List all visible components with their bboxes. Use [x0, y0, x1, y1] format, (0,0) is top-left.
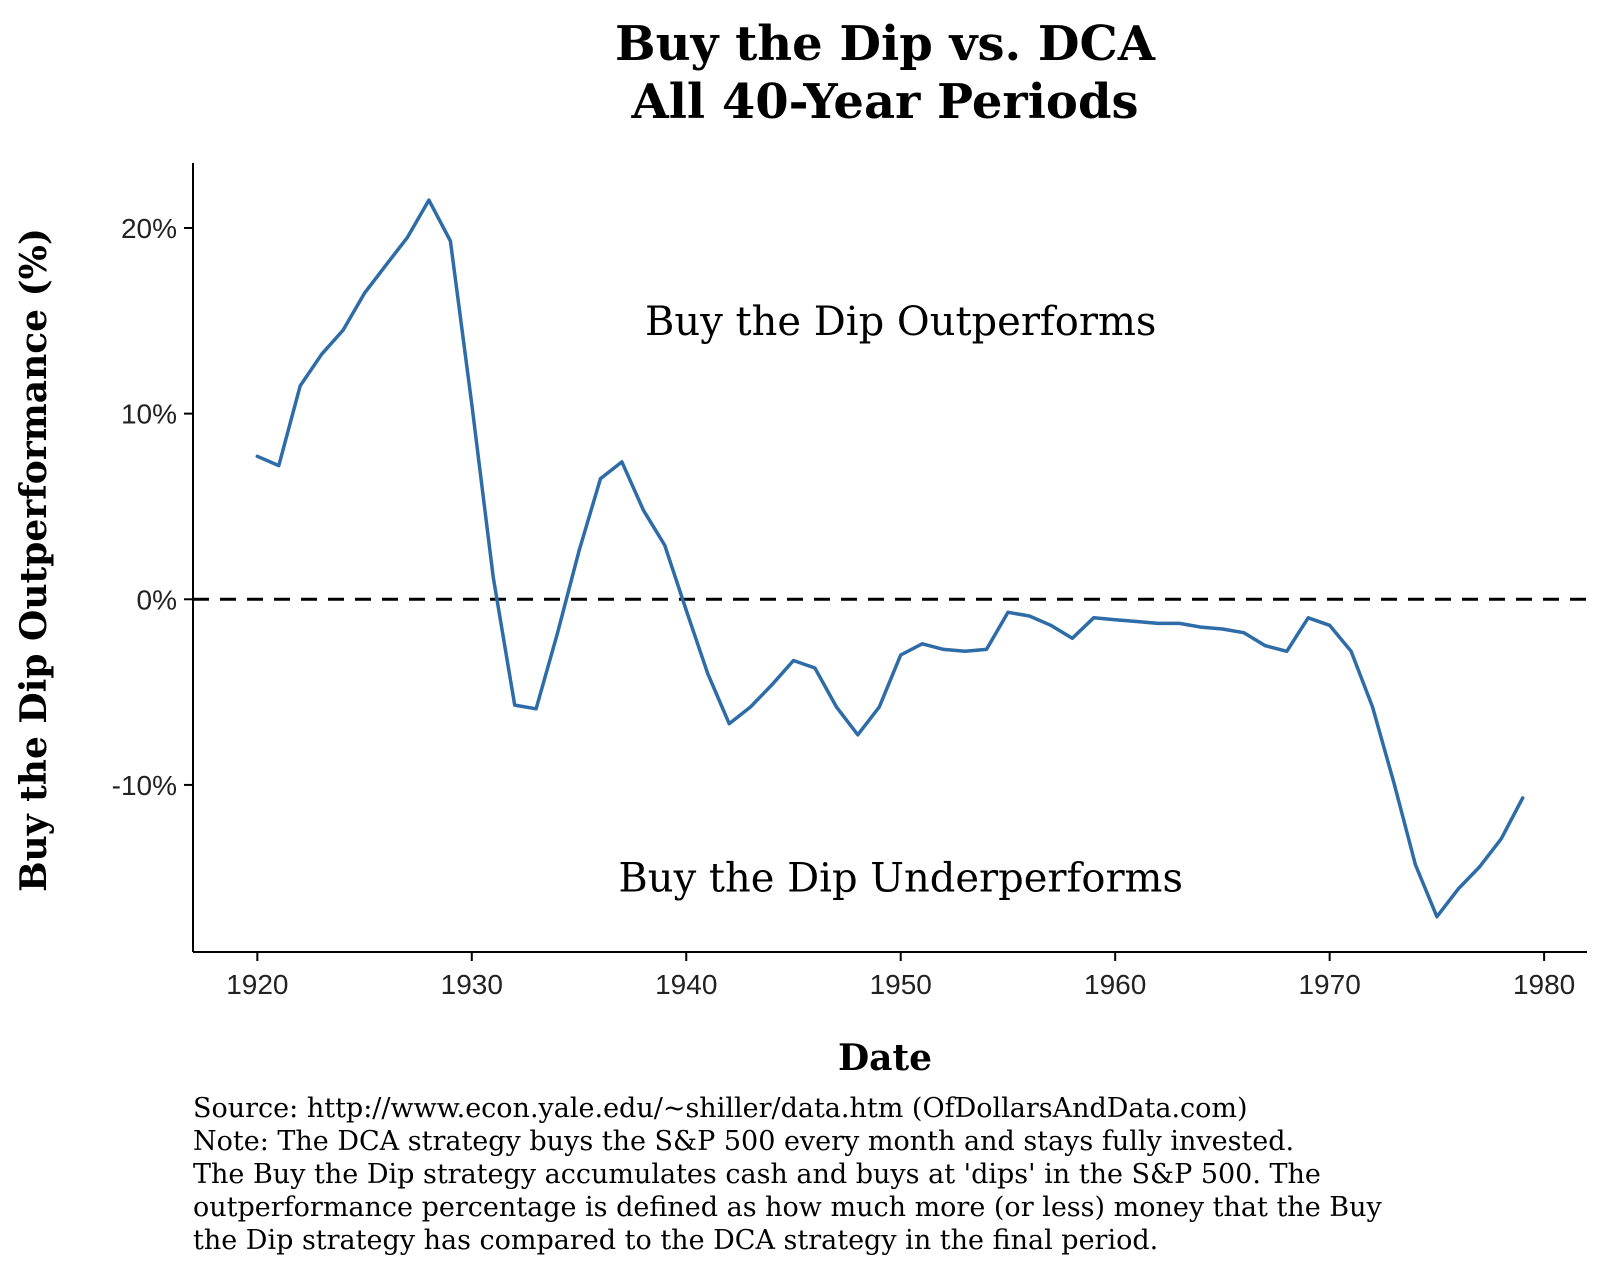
data-point	[1456, 887, 1460, 891]
data-point	[1199, 625, 1203, 629]
data-point	[1006, 610, 1010, 614]
y-tick-label: -10%	[112, 770, 177, 801]
data-point	[1285, 649, 1289, 653]
footer-line-1: Source: http://www.econ.yale.edu/~shille…	[193, 1093, 1248, 1124]
data-point	[277, 464, 281, 468]
data-point	[727, 722, 731, 726]
data-point	[749, 705, 753, 709]
data-point	[1392, 781, 1396, 785]
series-line	[255, 198, 1525, 919]
data-point	[1027, 614, 1031, 618]
data-point	[1263, 644, 1267, 648]
data-point	[577, 549, 581, 553]
data-point	[1413, 863, 1417, 867]
data-point	[620, 460, 624, 464]
data-point	[899, 653, 903, 657]
axes: 20% 10% 0% -10% 1920 1930 1940 1950 1960 1970 1980	[112, 163, 1587, 1000]
data-point	[684, 608, 688, 612]
data-point	[1092, 616, 1096, 620]
data-point	[599, 477, 602, 481]
annotation-outperforms: Buy the Dip Outperforms	[645, 299, 1156, 345]
footer-note: Source: http://www.econ.yale.edu/~shille…	[193, 1093, 1382, 1256]
data-point	[448, 239, 452, 243]
footer-line-4: outperformance percentage is defined as …	[193, 1192, 1382, 1223]
x-tick-label: 1930	[441, 969, 503, 1000]
data-point	[1521, 796, 1525, 800]
data-point	[406, 235, 409, 239]
data-point	[877, 705, 881, 709]
annotation-underperforms: Buy the Dip Underperforms	[618, 856, 1183, 902]
data-point	[1178, 621, 1181, 625]
y-tick-label: 10%	[121, 399, 177, 430]
series-group	[255, 198, 1525, 919]
data-point	[534, 707, 538, 711]
data-point	[1156, 621, 1160, 625]
data-point	[470, 402, 474, 406]
y-tick-label: 0%	[137, 584, 177, 615]
data-point	[341, 328, 345, 332]
data-point	[706, 672, 710, 675]
data-point	[1070, 636, 1074, 640]
chart-title-line-2: All 40-Year Periods	[630, 74, 1138, 130]
data-point	[491, 575, 495, 579]
chart-title-line-1: Buy the Dip vs. DCA	[615, 16, 1156, 72]
y-tick-label: 20%	[121, 213, 177, 244]
data-point	[963, 649, 967, 653]
data-point	[298, 384, 302, 388]
data-point	[363, 291, 367, 295]
data-point	[1435, 915, 1439, 919]
data-point	[663, 543, 667, 547]
data-point	[985, 647, 988, 651]
data-point	[1113, 618, 1117, 622]
data-point	[1135, 620, 1139, 623]
x-tick-label: 1970	[1298, 969, 1360, 1000]
annotations: Buy the Dip Outperforms Buy the Dip Under…	[618, 299, 1183, 902]
data-point	[770, 683, 774, 687]
data-point	[556, 631, 560, 635]
x-tick-label: 1920	[226, 969, 288, 1000]
data-point	[920, 642, 924, 646]
data-point	[1371, 705, 1374, 709]
data-point	[834, 705, 838, 709]
x-tick-label: 1940	[655, 969, 717, 1000]
data-point	[1220, 627, 1224, 631]
x-tick-label: 1960	[1084, 969, 1146, 1000]
data-point	[1306, 616, 1310, 620]
data-point	[942, 647, 946, 651]
data-point	[856, 733, 860, 737]
footer-line-5: the Dip strategy has compared to the DCA…	[193, 1225, 1158, 1256]
data-point	[320, 352, 324, 356]
data-point	[1499, 837, 1503, 841]
data-point	[813, 666, 817, 670]
x-axis-label: Date	[838, 1037, 932, 1079]
data-point	[792, 659, 795, 662]
data-point	[1478, 865, 1482, 869]
data-point	[1328, 623, 1332, 627]
data-point	[513, 703, 517, 707]
data-point	[384, 263, 388, 267]
data-point	[1242, 631, 1246, 635]
footer-line-2: Note: The DCA strategy buys the S&P 500 …	[193, 1126, 1294, 1157]
y-axis-label: Buy the Dip Outperformance (%)	[13, 228, 55, 892]
footer-line-3: The Buy the Dip strategy accumulates cas…	[193, 1159, 1321, 1190]
data-point	[255, 454, 259, 458]
data-point	[1049, 623, 1053, 627]
data-point	[641, 508, 645, 512]
x-tick-label: 1950	[870, 969, 932, 1000]
data-point	[1349, 649, 1353, 653]
x-tick-label: 1980	[1513, 969, 1575, 1000]
data-point	[427, 198, 431, 202]
